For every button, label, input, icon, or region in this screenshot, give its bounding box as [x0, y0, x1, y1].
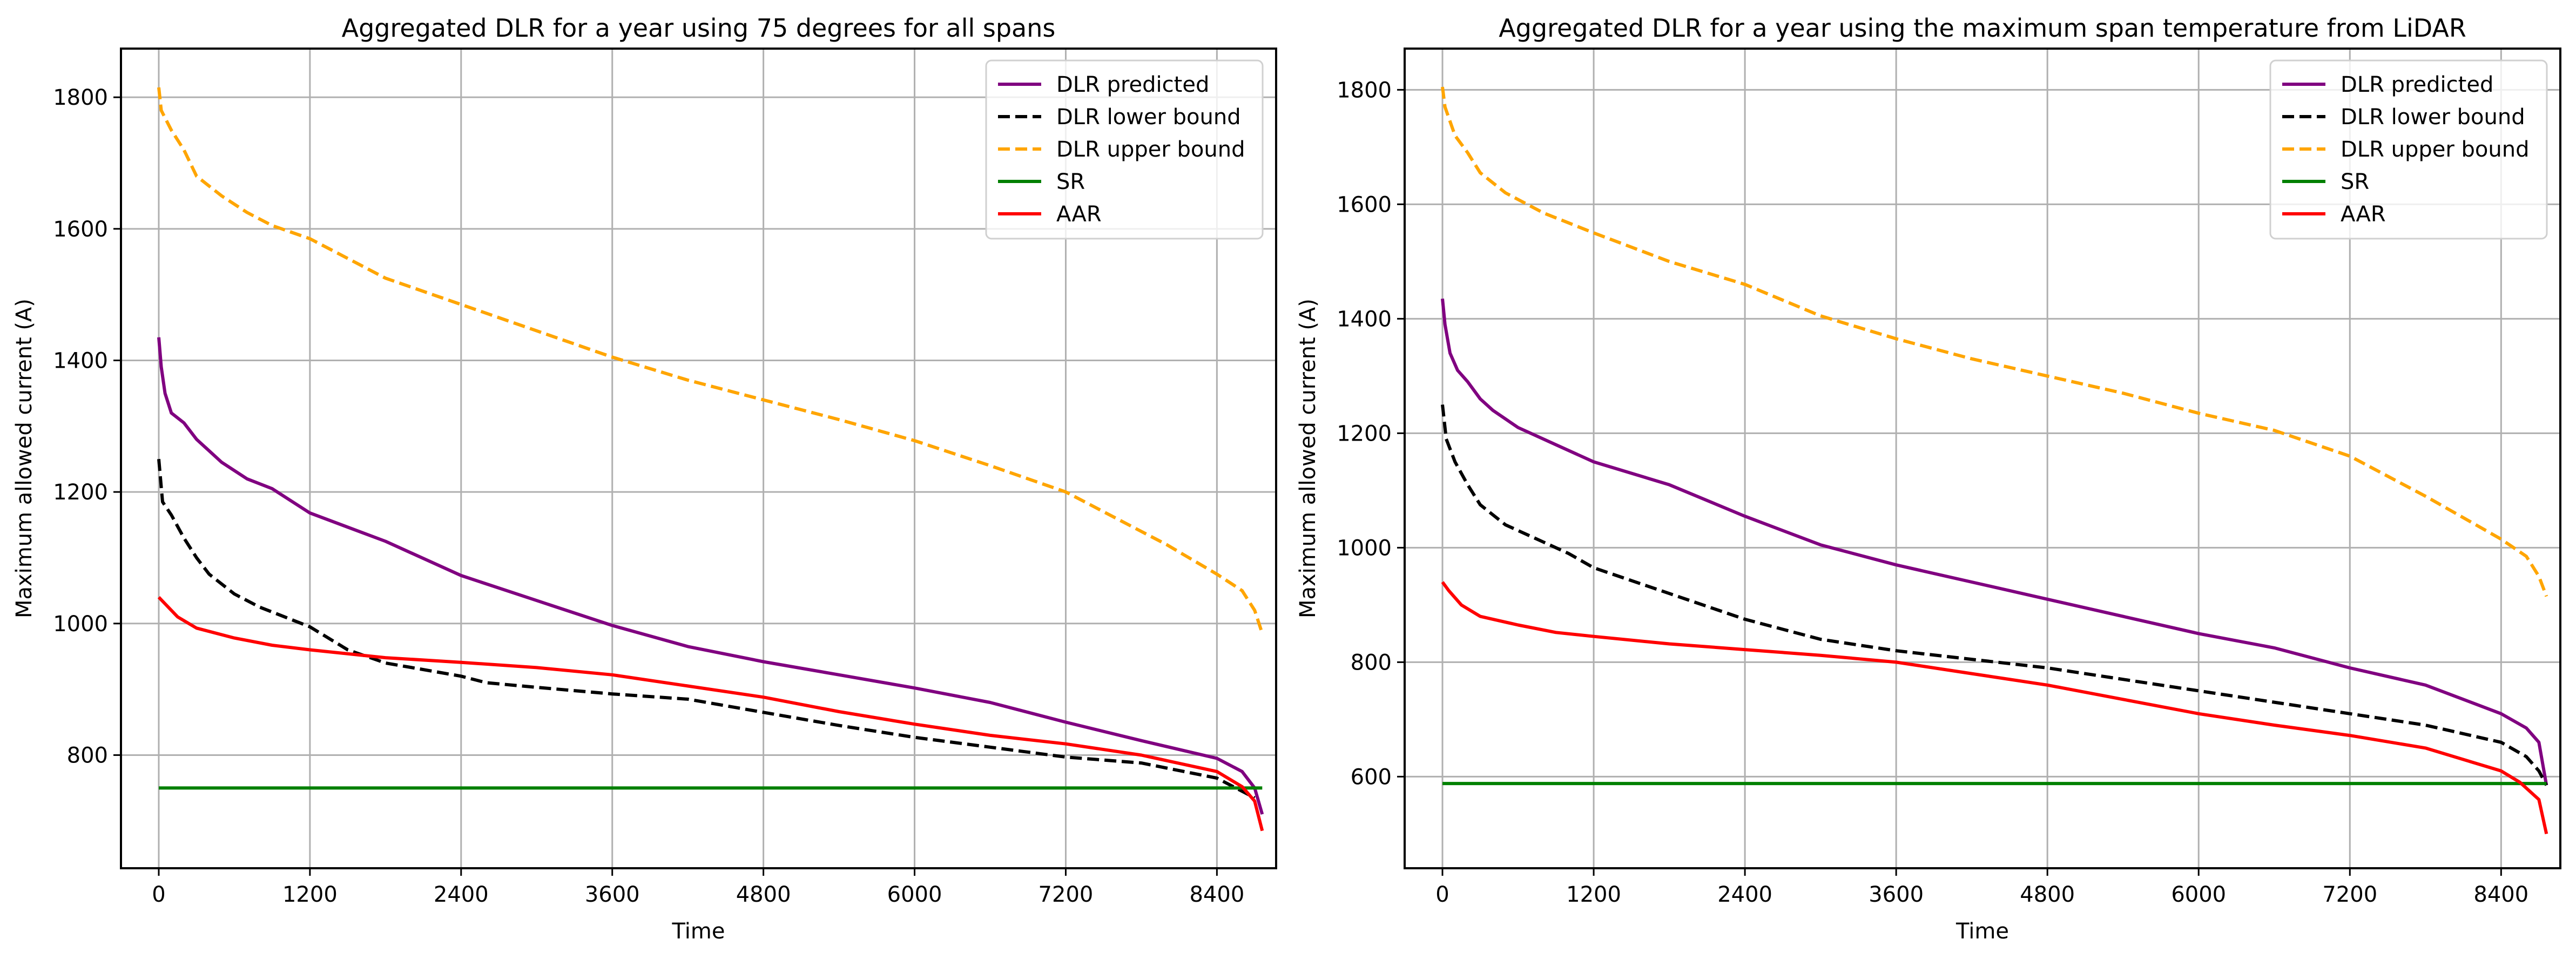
y-tick-label: 1800 [1337, 78, 1392, 103]
series-line-dlr-upper-bound [1441, 86, 2548, 597]
right-chart: Aggregated DLR for a year using the maxi… [1296, 13, 2561, 944]
y-tick-label: 800 [1351, 650, 1392, 675]
chart-title: Aggregated DLR for a year using 75 degre… [342, 13, 1056, 43]
ticks: 0 1200 2400 3600 4800 6000 7200 8400 800 1000 1200… [53, 85, 1244, 907]
legend: DLR predicted DLR lower bound DLR upper bo… [985, 59, 1264, 240]
series-line-dlr-predicted [157, 337, 1264, 815]
series-line-dlr-upper-bound [157, 87, 1264, 634]
y-tick-label: 1800 [53, 85, 108, 110]
series-line-dlr-lower-bound [157, 458, 1256, 800]
legend-label: SR [1056, 170, 1085, 194]
legend-label: AAR [2341, 202, 2386, 227]
series-line-dlr-lower-bound [1441, 404, 2548, 786]
x-tick-label: 1200 [1566, 882, 1621, 907]
y-tick-label: 1200 [53, 480, 108, 505]
series-line-aar [1441, 581, 2548, 835]
axes-frame [120, 48, 1277, 869]
legend-label: DLR predicted [1056, 72, 1209, 97]
legend-frame [985, 59, 1264, 240]
y-tick-label: 1400 [53, 348, 108, 373]
series-line-dlr-predicted [1441, 298, 2548, 786]
x-tick-label: 6000 [887, 882, 942, 907]
ticks: 0 1200 2400 3600 4800 6000 7200 8400 600 800 1000 1… [1337, 78, 2528, 907]
x-tick-label: 1200 [282, 882, 338, 907]
y-tick-label: 1400 [1337, 307, 1392, 332]
x-axis-label: Time [672, 919, 725, 944]
x-tick-label: 2400 [1717, 882, 1772, 907]
x-tick-label: 0 [152, 882, 165, 907]
legend: DLR predicted DLR lower bound DLR upper bo… [2269, 59, 2548, 240]
x-tick-label: 4800 [2020, 882, 2075, 907]
y-tick-label: 1200 [1337, 421, 1392, 446]
series-lines [157, 87, 1264, 832]
y-tick-label: 1600 [53, 217, 108, 242]
series-line-aar [157, 596, 1264, 832]
x-axis-label: Time [1955, 919, 2009, 944]
chart-title: Aggregated DLR for a year using the maxi… [1499, 13, 2466, 43]
left-chart: Aggregated DLR for a year using 75 degre… [12, 13, 1277, 944]
legend-label: DLR lower bound [2341, 105, 2525, 130]
legend-label: DLR predicted [2341, 72, 2493, 97]
x-tick-label: 7200 [2322, 882, 2377, 907]
x-tick-label: 0 [1435, 882, 1449, 907]
legend-label: DLR upper bound [1056, 137, 1245, 162]
x-tick-label: 4800 [736, 882, 791, 907]
x-tick-label: 6000 [2171, 882, 2226, 907]
x-tick-label: 7200 [1039, 882, 1094, 907]
legend-label: DLR upper bound [2341, 137, 2529, 162]
y-axis-label: Maximum allowed current (A) [12, 299, 37, 618]
legend-label: SR [2341, 170, 2369, 194]
legend-label: DLR lower bound [1056, 105, 1241, 130]
y-tick-label: 600 [1351, 765, 1392, 789]
y-axis-label: Maximum allowed current (A) [1296, 299, 1320, 618]
y-tick-label: 1000 [1337, 536, 1392, 560]
y-tick-label: 800 [67, 743, 108, 768]
legend-label: AAR [1056, 202, 1102, 227]
x-tick-label: 8400 [2473, 882, 2528, 907]
axes-frame [1404, 48, 2561, 869]
x-tick-label: 3600 [585, 882, 640, 907]
legend-frame [2269, 59, 2548, 240]
y-tick-label: 1600 [1337, 192, 1392, 217]
y-tick-label: 1000 [53, 612, 108, 637]
x-tick-label: 3600 [1869, 882, 1924, 907]
series-lines [1441, 86, 2548, 835]
x-tick-label: 2400 [434, 882, 489, 907]
x-tick-label: 8400 [1189, 882, 1244, 907]
